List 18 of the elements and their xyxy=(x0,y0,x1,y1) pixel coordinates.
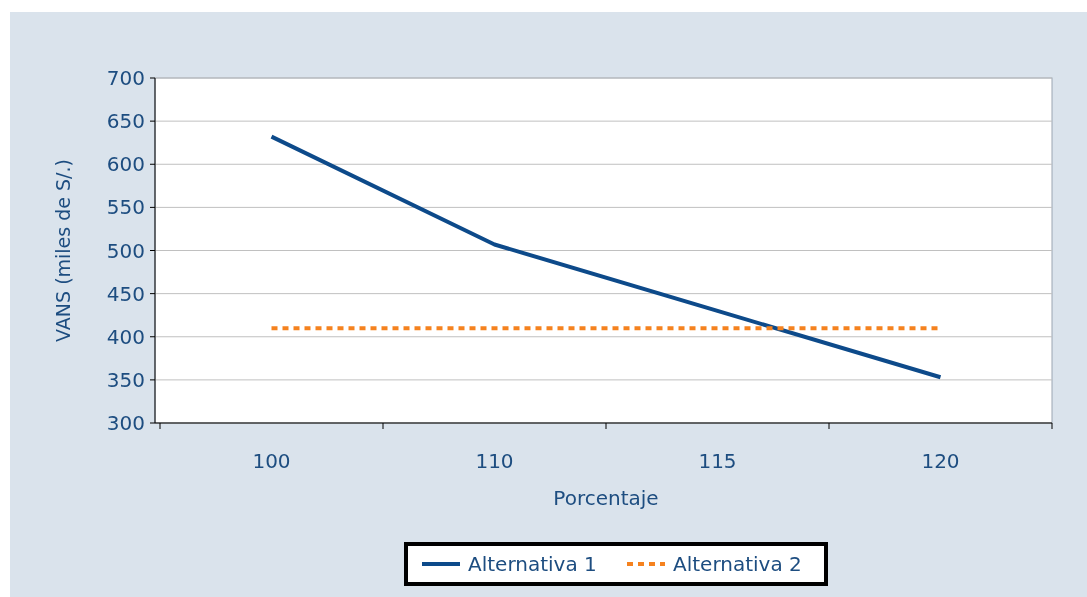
x-tick-label: 120 xyxy=(921,449,960,473)
legend-label: Alternativa 1 xyxy=(468,552,597,576)
line-series xyxy=(269,134,943,380)
x-axis-title: Porcentaje xyxy=(553,486,659,510)
y-tick-label: 450 xyxy=(106,281,145,306)
legend-label: Alternativa 2 xyxy=(673,552,802,576)
y-tick-label: 650 xyxy=(106,109,145,134)
y-tick-label: 350 xyxy=(106,367,145,392)
y-tick-label: 400 xyxy=(106,324,145,349)
y-tick-label: 700 xyxy=(106,66,145,90)
y-axis-title: VANS (miles de S/.) xyxy=(52,159,74,342)
y-tick-label: 550 xyxy=(106,195,145,220)
x-tick-label: 115 xyxy=(698,449,737,473)
x-tick-label: 100 xyxy=(252,449,291,473)
y-tick-label: 600 xyxy=(106,152,145,177)
y-tick-label: 300 xyxy=(106,411,145,435)
x-tick-label: 110 xyxy=(475,449,514,473)
y-tick-label: 500 xyxy=(106,238,145,263)
